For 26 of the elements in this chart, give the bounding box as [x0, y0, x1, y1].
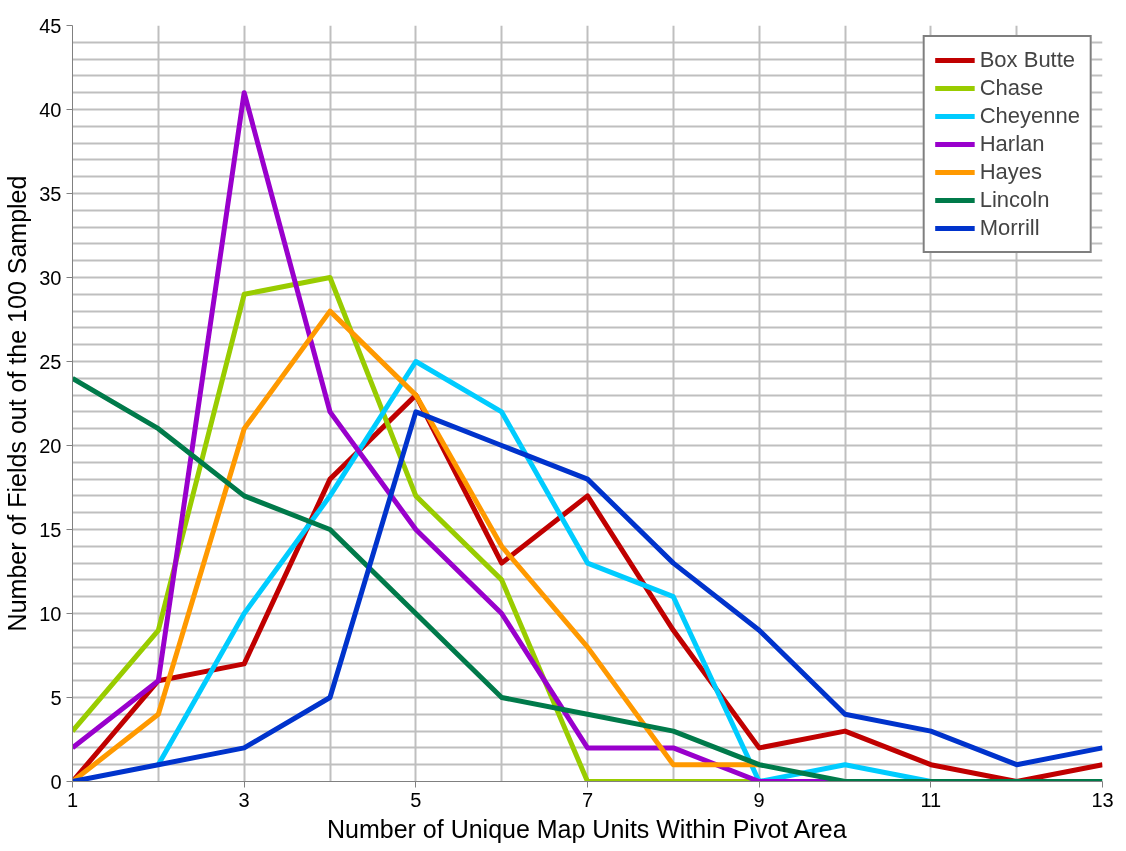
x-tick-label: 13	[1091, 788, 1114, 811]
y-tick-label: 35	[39, 182, 62, 205]
legend-label: Box Butte	[979, 47, 1076, 73]
y-tick-label: 5	[50, 686, 62, 709]
y-axis-title: Number of Fields out of the 100 Sampled	[3, 175, 32, 632]
y-tick-label: 40	[39, 98, 62, 121]
x-tick-label: 1	[66, 788, 79, 811]
y-tick-label: 45	[39, 14, 62, 37]
legend-label: Hayes	[979, 159, 1043, 185]
y-tick-label: 30	[39, 266, 62, 289]
x-tick-label: 9	[753, 788, 765, 811]
x-tick-label: 3	[238, 788, 250, 811]
legend-label: Chase	[979, 75, 1044, 101]
x-tick-label: 5	[410, 788, 422, 811]
y-tick-label: 25	[39, 350, 62, 373]
x-tick-label: 7	[581, 788, 594, 811]
legend-label: Morrill	[979, 215, 1040, 241]
y-tick-label: 20	[39, 434, 62, 457]
legend-label: Lincoln	[979, 187, 1050, 213]
y-tick-label: 10	[39, 602, 62, 625]
y-tick-label: 15	[39, 518, 62, 541]
y-tick-label: 0	[50, 770, 62, 793]
x-axis-title: Number of Unique Map Units Within Pivot Area	[326, 814, 847, 843]
legend-label: Cheyenne	[979, 103, 1080, 129]
x-tick-label: 11	[920, 788, 942, 811]
legend-label: Harlan	[979, 131, 1045, 157]
